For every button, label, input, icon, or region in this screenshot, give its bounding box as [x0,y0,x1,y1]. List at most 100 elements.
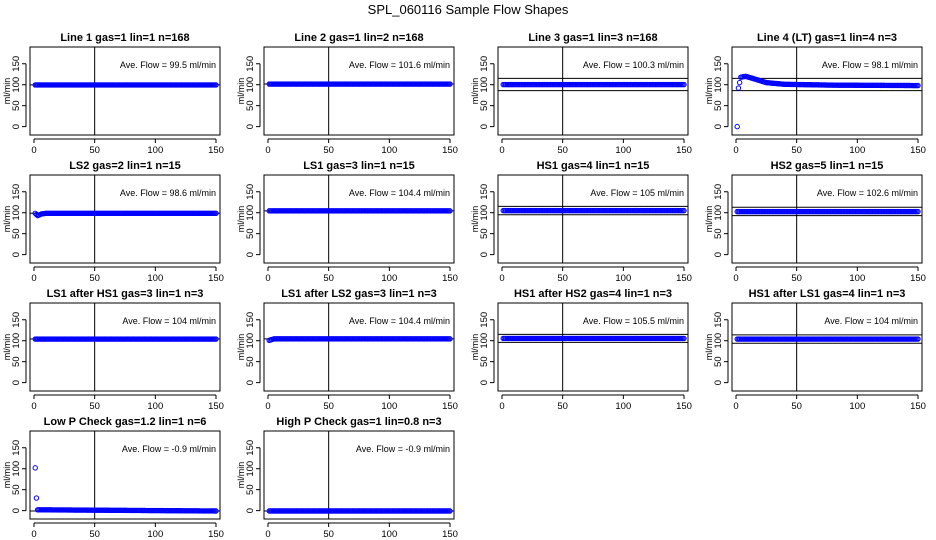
panel-title: HS1 gas=4 lin=1 n=15 [537,160,650,172]
x-tick-label: 0 [31,273,36,284]
chart-panel-1: Line 1 gas=1 lin=1 n=168 Ave. Flow = 99.5… [2,32,224,156]
y-tick-label: 0 [245,252,256,257]
y-tick-label: 50 [713,356,724,367]
chart-panel-14: High P Check gas=1 lin=0.8 n=3 Ave. Flow … [236,416,458,540]
x-tick-label: 100 [615,273,631,284]
y-tick-label: 50 [245,356,256,367]
plot-frame [263,302,455,392]
plot-frame [731,174,923,264]
panel-title: High P Check gas=1 lin=0.8 n=3 [276,416,441,428]
plot-frame [497,174,689,264]
x-tick-label: 100 [381,145,397,156]
y-tick-label: 50 [479,228,490,239]
x-tick-label: 150 [910,401,926,412]
x-tick-label: 50 [323,529,334,540]
average-flow-annotation: Ave. Flow = 105.5 ml/min [583,316,684,326]
y-tick-label: 50 [479,100,490,111]
x-tick-label: 0 [733,401,738,412]
x-tick-label: 100 [381,273,397,284]
data-point [213,508,219,514]
y-tick-label: 100 [245,461,256,477]
y-axis-title: ml/min [2,334,12,361]
y-tick-label: 50 [713,228,724,239]
x-tick-label: 150 [910,273,926,284]
data-point [213,210,219,217]
y-tick-label: 50 [479,356,490,367]
y-tick-label: 100 [11,205,22,221]
x-tick-label: 150 [676,145,692,156]
y-tick-label: 50 [713,100,724,111]
y-axis-title: ml/min [2,78,12,105]
x-tick-label: 0 [265,273,270,284]
panel-title: Low P Check gas=1.2 lin=1 n=6 [44,416,207,428]
x-tick-label: 100 [381,529,397,540]
panels-container: Line 1 gas=1 lin=1 n=168 Ave. Flow = 99.5… [2,32,926,540]
x-tick-label: 100 [849,401,865,412]
y-tick-label: 100 [11,77,22,93]
x-tick-label: 50 [89,401,100,412]
x-tick-label: 150 [208,529,224,540]
data-point [213,82,219,88]
data-point [734,123,740,130]
y-tick-label: 100 [479,205,490,221]
y-tick-label: 50 [11,228,22,239]
x-tick-label: 100 [147,145,163,156]
x-tick-label: 100 [147,401,163,412]
data-point [681,81,687,88]
y-tick-label: 100 [479,333,490,349]
chart-panel-5: LS2 gas=2 lin=1 n=15 Ave. Flow = 98.6 ml/… [2,160,224,284]
x-tick-label: 50 [89,145,100,156]
y-axis-title: ml/min [236,334,246,361]
data-point [915,208,921,215]
chart-panel-10: LS1 after LS2 gas=3 lin=1 n=3 Ave. Flow =… [236,288,458,412]
chart-panel-13: Low P Check gas=1.2 lin=1 n=6 Ave. Flow =… [2,416,224,540]
x-tick-label: 50 [89,529,100,540]
x-tick-label: 150 [208,273,224,284]
data-point [915,82,921,89]
data-point [213,336,219,342]
x-tick-label: 0 [31,401,36,412]
y-tick-label: 100 [11,461,22,477]
y-tick-label: 50 [11,356,22,367]
y-tick-label: 150 [713,184,724,200]
average-flow-annotation: Ave. Flow = 104.4 ml/min [349,316,450,326]
y-axis-title: ml/min [704,334,714,361]
panel-title: LS1 after LS2 gas=3 lin=1 n=3 [281,288,437,300]
x-tick-label: 0 [733,145,738,156]
panel-title: HS2 gas=5 lin=1 n=15 [771,160,884,172]
plot-frame [731,302,923,392]
x-tick-label: 50 [557,273,568,284]
average-flow-annotation: Ave. Flow = -0.9 ml/min [122,444,216,454]
y-tick-label: 0 [713,252,724,257]
plot-frame [263,430,455,520]
y-tick-label: 0 [245,124,256,129]
x-tick-label: 100 [849,273,865,284]
plot-frame [29,430,221,520]
x-tick-label: 50 [323,145,334,156]
y-tick-label: 100 [245,77,256,93]
x-tick-label: 0 [265,401,270,412]
data-point [915,336,921,342]
data-point [736,79,743,86]
x-tick-label: 50 [323,401,334,412]
y-tick-label: 0 [713,380,724,385]
data-point [735,85,742,91]
y-tick-label: 100 [713,77,724,93]
data-point [33,495,40,501]
data-point [32,465,38,471]
average-flow-annotation: Ave. Flow = 101.6 ml/min [349,60,450,70]
figure-title: SPL_060116 Sample Flow Shapes [368,2,569,17]
panel-title: HS1 after LS1 gas=4 lin=1 n=3 [749,288,906,300]
y-tick-label: 0 [479,252,490,257]
plot-frame [263,174,455,264]
average-flow-annotation: Ave. Flow = 98.6 ml/min [120,188,216,198]
average-flow-annotation: Ave. Flow = 104.4 ml/min [349,188,450,198]
data-point [447,336,453,342]
average-flow-annotation: Ave. Flow = 104 ml/min [824,316,918,326]
panel-title: Line 3 gas=1 lin=3 n=168 [528,32,657,44]
y-tick-label: 150 [479,56,490,72]
y-axis-title: ml/min [2,206,12,233]
plot-frame [263,46,455,136]
panel-title: LS1 after HS1 gas=3 lin=1 n=3 [47,288,204,300]
